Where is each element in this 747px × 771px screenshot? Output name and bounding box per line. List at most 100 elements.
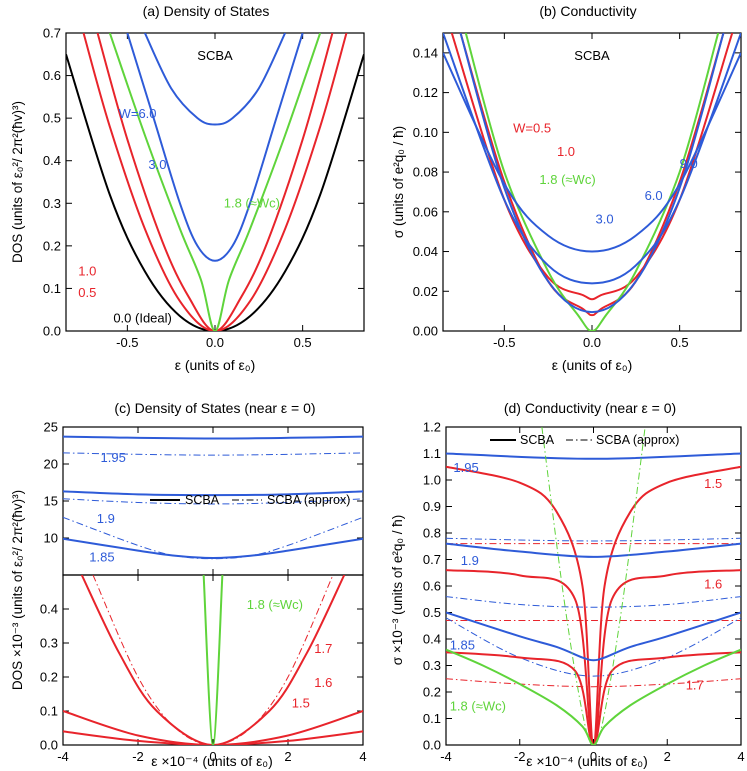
curve-label-3-0: 3.0 bbox=[148, 157, 166, 172]
curve-label-1-0: 1.0 bbox=[557, 144, 575, 159]
curve-label-1-8-w: 1.8 (≈Wᴄ) bbox=[247, 597, 303, 612]
curve-label-1-6: 1.6 bbox=[704, 577, 722, 592]
series-1-6-line bbox=[446, 569, 741, 745]
panel-c-lower-ytick-label: 0.3 bbox=[40, 636, 58, 651]
panel-a-title: (a) Density of States bbox=[143, 3, 270, 19]
panel-d-conductivity-near-zero: (d) Conductivity (near ε = 0) ε ×10⁻⁴ (u… bbox=[390, 400, 745, 769]
panel-a-inset-text: SCBA bbox=[197, 48, 233, 63]
series-w-6-0-line bbox=[143, 33, 287, 126]
panel-c-upper-ytick-label: 25 bbox=[44, 420, 58, 435]
panel-d-ytick-label: 0.6 bbox=[423, 579, 441, 594]
panel-b-xtick-label: 0.5 bbox=[671, 335, 689, 350]
curve-label-w-6-0: W=6.0 bbox=[119, 106, 157, 121]
panel-d-xtick-label: -4 bbox=[440, 749, 452, 764]
panel-d-xtick-label: 4 bbox=[737, 749, 744, 764]
panel-d-plot: -4 -2 0 2 4 0.0 0.1 0.2 0.3 0.4 0.5 0.6 0.7 0.8 0.9 1.0… bbox=[423, 420, 745, 765]
series-1-85-approx-line bbox=[446, 617, 741, 677]
curve-label-1-85: 1.85 bbox=[89, 550, 114, 565]
panel-a-plot: -0.5 0.0 0.5 0.0 0.1 0.2 0.3 0.4 0.5 0.6 0.7 W=6.0 3… bbox=[43, 26, 365, 350]
curve-label-1-8-w: 1.8 (≈Wᴄ) bbox=[224, 196, 280, 211]
series-9-0-line bbox=[443, 52, 741, 253]
panel-a-density-of-states: (a) Density of States SCBA ε (units of ε… bbox=[10, 3, 365, 373]
panel-d-ytick-label: 0.8 bbox=[423, 526, 441, 541]
panel-d-ytick-label: 0.3 bbox=[423, 658, 441, 673]
panel-c-lower-ytick-label: 0.1 bbox=[40, 704, 58, 719]
panel-d-xtick-label: 0 bbox=[590, 749, 597, 764]
series-1-8-w-line bbox=[108, 33, 322, 331]
curve-label-1-5: 1.5 bbox=[704, 476, 722, 491]
panel-a-ytick-label: 0.1 bbox=[43, 281, 61, 296]
series-1-5-line bbox=[63, 730, 363, 745]
series-1-8-approx-line bbox=[541, 427, 646, 745]
series-3-0-line bbox=[126, 33, 304, 262]
panel-b-ytick-label: 0.14 bbox=[413, 45, 438, 60]
panel-d-ytick-label: 0.7 bbox=[423, 552, 441, 567]
curve-label-w-0-5: W=0.5 bbox=[513, 120, 551, 135]
series-1-7-approx-line bbox=[92, 575, 334, 745]
panel-a-xlabel: ε (units of ε₀) bbox=[175, 357, 256, 373]
panel-b-xtick-label: -0.5 bbox=[493, 335, 515, 350]
panel-d-ytick-label: 0.1 bbox=[423, 711, 441, 726]
series-1-8-w-line bbox=[446, 648, 741, 745]
panel-b-ytick-label: 0.00 bbox=[413, 324, 438, 339]
panel-a-ytick-label: 0.2 bbox=[43, 238, 61, 253]
curve-label-1-7: 1.7 bbox=[314, 641, 332, 656]
series-1-95-approx-line bbox=[63, 452, 363, 456]
panel-a-ytick-label: 0.5 bbox=[43, 111, 61, 126]
panel-a-ytick-label: 0.6 bbox=[43, 68, 61, 83]
panel-b-conductivity: (b) Conductivity SCBA ε (units of ε₀) σ … bbox=[391, 3, 742, 373]
panel-a-ytick-label: 0.7 bbox=[43, 26, 61, 41]
curve-label-1-9: 1.9 bbox=[461, 553, 479, 568]
panel-b-ytick-label: 0.02 bbox=[413, 284, 438, 299]
legend-solid-label: SCBA bbox=[185, 493, 220, 507]
series-1-7-approx-line bbox=[446, 678, 741, 688]
panel-c-lower-ytick-label: 0.0 bbox=[40, 738, 58, 753]
panel-d-xlabel: ε ×10⁻⁴ (units of ε₀) bbox=[526, 753, 648, 769]
panel-a-ylabel: DOS (units of ε₀²/ 2π²(ħv)³) bbox=[10, 101, 25, 263]
panel-a-ytick-label: 0.3 bbox=[43, 196, 61, 211]
series-1-5-line bbox=[446, 465, 741, 745]
panel-c-lower-ytick-label: 0.4 bbox=[40, 602, 58, 617]
panel-d-ylabel: σ ×10⁻³ (units of e²q₀ / ħ) bbox=[390, 515, 405, 666]
panel-b-xlabel: ε (units of ε₀) bbox=[552, 357, 633, 373]
panel-d-series-group bbox=[446, 427, 741, 745]
panel-b-ytick-label: 0.06 bbox=[413, 204, 438, 219]
panel-a-xtick-label: 0.0 bbox=[206, 335, 224, 350]
series-1-6-line bbox=[63, 710, 363, 745]
panel-c-title: (c) Density of States (near ε = 0) bbox=[114, 400, 315, 416]
panel-b-xtick-label: 0.0 bbox=[583, 335, 601, 350]
panel-d-ytick-label: 0.0 bbox=[423, 738, 441, 753]
panel-d-ytick-label: 1.0 bbox=[423, 473, 441, 488]
legend-dashdot-label: SCBA (approx) bbox=[596, 433, 679, 447]
curve-label-1-85: 1.85 bbox=[450, 638, 475, 653]
panel-c-lower-series-group bbox=[63, 575, 363, 745]
series-1-8-w-line bbox=[202, 575, 224, 745]
panel-c-lower-xtick-label: 2 bbox=[284, 749, 291, 764]
panel-c-lower-frame bbox=[62, 574, 364, 746]
panel-a-ytick-label: 0.0 bbox=[43, 324, 61, 339]
panel-c-lower-xtick-label: -2 bbox=[132, 749, 144, 764]
panel-a-series-group bbox=[66, 33, 364, 331]
panel-c-lower-ytick-label: 0.2 bbox=[40, 670, 58, 685]
series-1-95-approx-line bbox=[446, 537, 741, 542]
curve-label-1-8-w: 1.8 (≈Wᴄ) bbox=[539, 172, 595, 187]
curve-label-1-8-w: 1.8 (≈Wᴄ) bbox=[450, 699, 506, 714]
curve-label-1-6: 1.6 bbox=[314, 675, 332, 690]
panel-d-ytick-label: 1.2 bbox=[423, 420, 441, 435]
panel-b-inset-text: SCBA bbox=[574, 48, 610, 63]
series-1-0-line bbox=[96, 33, 334, 331]
series-0-0-ideal-line bbox=[66, 53, 364, 331]
panel-c-lower-xtick-label: 0 bbox=[209, 749, 216, 764]
series-1-9-approx-line bbox=[446, 596, 741, 608]
panel-c-ylabel: DOS ×10⁻³ (units of ε₀²/ 2π²(ħv)³) bbox=[10, 490, 25, 690]
series-1-85-approx-line bbox=[63, 516, 363, 560]
panel-c-lower-xtick-label: 4 bbox=[359, 749, 366, 764]
curve-label-1-0: 1.0 bbox=[78, 264, 96, 279]
panel-d-ytick-label: 0.2 bbox=[423, 685, 441, 700]
panel-b-title: (b) Conductivity bbox=[539, 3, 636, 19]
panel-d-xtick-label: -2 bbox=[514, 749, 526, 764]
series-1-7-line bbox=[80, 575, 346, 745]
panel-d-xtick-label: 2 bbox=[664, 749, 671, 764]
series-1-95-line bbox=[63, 435, 363, 440]
panel-b-plot: -0.5 0.0 0.5 0.00 0.02 0.04 0.06 0.08 0.10 0.12 0.… bbox=[413, 32, 742, 350]
